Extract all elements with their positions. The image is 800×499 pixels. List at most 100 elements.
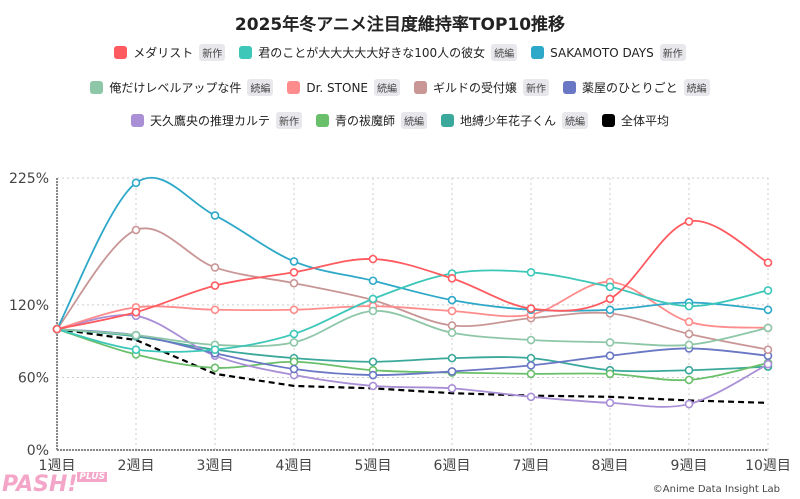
legend-item[interactable]: 青の祓魔師 続編 — [315, 112, 427, 129]
data-point — [763, 305, 773, 315]
legend-item[interactable]: SAKAMOTO DAYS 新作 — [531, 44, 686, 61]
legend-label: SAKAMOTO DAYS — [550, 45, 654, 60]
data-point — [526, 392, 536, 402]
legend-item[interactable]: メダリスト 新作 — [114, 44, 226, 61]
y-tick-label: 0% — [27, 443, 49, 459]
legend-swatch — [287, 81, 301, 94]
data-point — [289, 278, 299, 288]
data-point — [131, 345, 141, 354]
legend-swatch — [531, 46, 545, 59]
legend-label: メダリスト — [133, 46, 194, 60]
series-line — [56, 227, 769, 351]
data-point — [763, 286, 773, 295]
legend-label: 君のことが大大大大大好きな100人の彼女 — [258, 46, 486, 60]
legend-item[interactable]: 全体平均 — [602, 112, 669, 129]
legend-swatch — [602, 114, 616, 127]
legend-swatch — [239, 46, 253, 59]
data-point — [526, 361, 536, 370]
data-point — [210, 263, 220, 272]
data-point — [684, 217, 694, 226]
data-point — [210, 305, 220, 315]
x-tick-label: 8週目 — [592, 458, 629, 474]
series-line — [56, 310, 769, 348]
legend-badge: 続編 — [247, 79, 274, 96]
legend-swatch — [114, 46, 128, 59]
legend-swatch — [130, 114, 144, 127]
data-point — [447, 328, 457, 338]
data-point — [526, 267, 536, 277]
legend-label: ギルドの受付嬢 — [433, 81, 518, 95]
data-point — [763, 258, 773, 267]
data-point — [210, 211, 220, 220]
legend-item[interactable]: Dr. STONE 続編 — [287, 79, 400, 96]
x-tick-label: 2週目 — [118, 458, 155, 474]
credit: ©Anime Data Insight Lab — [652, 484, 780, 495]
data-point — [526, 304, 536, 313]
series-line — [56, 220, 769, 330]
data-point — [210, 345, 220, 354]
data-point — [684, 317, 694, 327]
legend-item[interactable]: ギルドの受付嬢 新作 — [414, 79, 550, 96]
series-line — [56, 269, 769, 353]
data-point — [368, 294, 378, 304]
legend-item[interactable]: 俺だけレベルアップな件 続編 — [90, 79, 274, 96]
legend-label: 地縛少年花子くん — [460, 114, 557, 128]
series-line — [56, 281, 769, 330]
legend-label: Dr. STONE — [306, 80, 368, 95]
pash-plus-logo: PASH! PLUS — [2, 472, 108, 497]
data-point — [605, 338, 615, 347]
data-point — [605, 294, 615, 304]
data-point — [763, 323, 773, 333]
data-point — [289, 305, 299, 315]
legend-label: 天久鷹央の推理カルテ — [149, 114, 270, 128]
data-point — [289, 357, 299, 367]
data-point — [526, 335, 536, 345]
legend-badge: 新作 — [275, 112, 302, 129]
data-point — [605, 282, 615, 292]
data-point — [763, 345, 773, 354]
legend-item[interactable]: 地縛少年花子くん 続編 — [441, 112, 589, 129]
data-point — [447, 306, 457, 316]
x-tick-label: 1週目 — [39, 458, 76, 474]
legend-row: 天久鷹央の推理カルテ 新作 青の祓魔師 続編 地縛少年花子くん 続編 全体平均 — [0, 112, 800, 129]
legend-row: メダリスト 新作 君のことが大大大大大好きな100人の彼女 続編 SAKAMOTO DA… — [0, 44, 800, 61]
legend-badge: 続編 — [683, 79, 710, 96]
data-point — [368, 276, 378, 286]
legend-swatch — [90, 81, 104, 94]
data-point — [684, 365, 694, 375]
data-point — [447, 295, 457, 305]
data-point — [447, 321, 457, 330]
legend-item[interactable]: 君のことが大大大大大好きな100人の彼女 続編 — [239, 44, 518, 61]
data-point — [368, 381, 378, 391]
legend-label: 薬屋のひとりごと — [582, 81, 678, 95]
data-point — [684, 399, 694, 409]
x-tick-label: 9週目 — [671, 458, 708, 474]
data-point — [368, 254, 378, 264]
legend-item[interactable]: 薬屋のひとりごと 続編 — [563, 79, 710, 96]
x-tick-label: 10週目 — [745, 458, 791, 474]
x-tick-label: 6週目 — [434, 458, 471, 474]
data-point — [289, 329, 299, 339]
y-tick-label: 120% — [9, 298, 49, 314]
legend-label: 全体平均 — [621, 114, 670, 128]
legend-badge: 続編 — [562, 112, 589, 129]
x-tick-label: 4週目 — [276, 458, 313, 474]
data-point — [368, 357, 378, 367]
legend-swatch — [414, 81, 427, 94]
data-point — [763, 359, 773, 369]
data-point — [605, 305, 615, 315]
legend-swatch — [563, 81, 577, 94]
chart-title: 2025年冬アニメ注目度維持率TOP10推移 — [234, 15, 566, 35]
legend-item[interactable]: 天久鷹央の推理カルテ 新作 — [130, 112, 302, 129]
data-point — [684, 375, 694, 385]
legend-badge: 新作 — [523, 79, 550, 96]
data-point — [684, 329, 694, 339]
legend-badge: 続編 — [374, 79, 400, 96]
data-point — [605, 369, 615, 379]
data-point — [526, 353, 536, 363]
data-point — [289, 364, 299, 374]
data-point — [605, 398, 615, 408]
data-point — [447, 367, 457, 376]
series-line — [56, 328, 769, 382]
